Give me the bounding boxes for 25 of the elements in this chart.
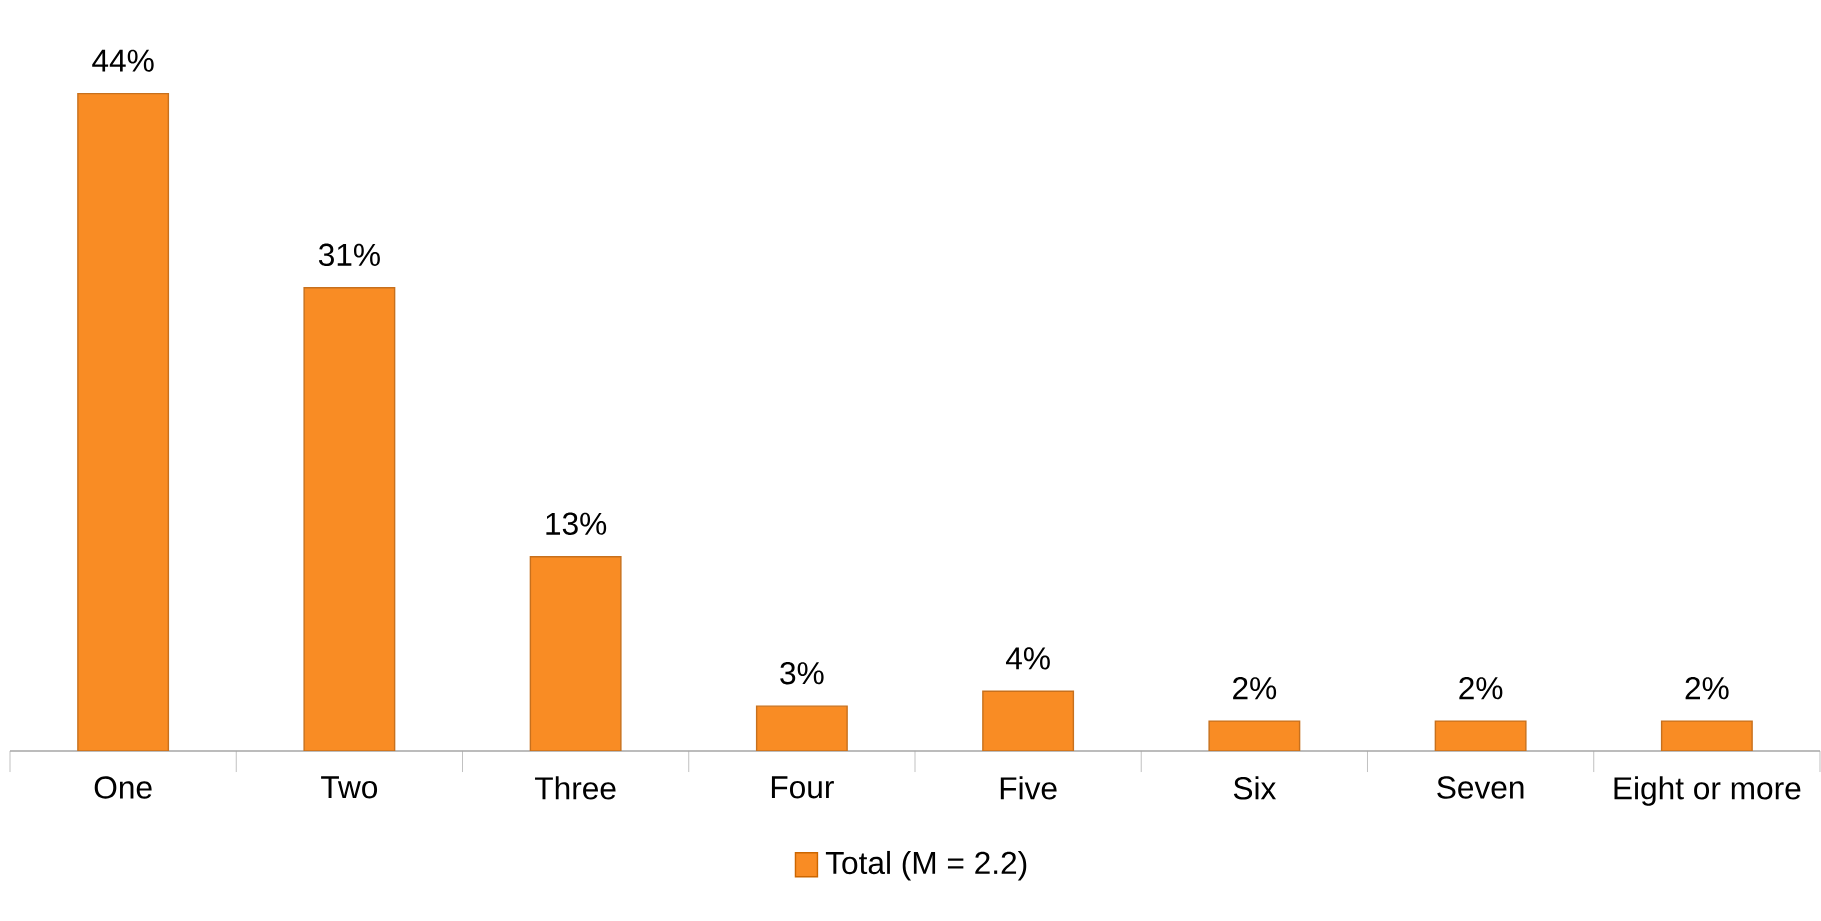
x-tick-label: Two	[321, 776, 378, 799]
data-label: 13%	[546, 512, 607, 535]
bar	[303, 287, 396, 751]
x-tick-label: Three	[535, 776, 616, 800]
x-tick-label: One	[94, 776, 152, 799]
bar	[982, 690, 1075, 751]
data-label: 2%	[1233, 677, 1277, 700]
data-label: 31%	[318, 243, 380, 267]
x-tick-label: Six	[1233, 776, 1277, 800]
x-tick-label: Seven	[1437, 776, 1524, 799]
bar	[529, 556, 622, 751]
data-label: 3%	[780, 661, 824, 685]
bar	[755, 705, 848, 751]
bar	[77, 92, 170, 751]
data-label: 2%	[1685, 677, 1729, 700]
x-tick-label: Four	[771, 776, 834, 799]
x-tick-label: Eight or more	[1614, 776, 1801, 806]
data-label: 44%	[92, 49, 154, 72]
data-label: 4%	[1005, 647, 1050, 670]
x-tick-label: Five	[1000, 776, 1057, 800]
legend-label: Total (M = 2.2)	[825, 850, 1027, 881]
data-label: 2%	[1459, 677, 1503, 700]
bar	[1660, 720, 1753, 751]
bar	[1208, 720, 1301, 751]
bar	[1434, 720, 1527, 751]
